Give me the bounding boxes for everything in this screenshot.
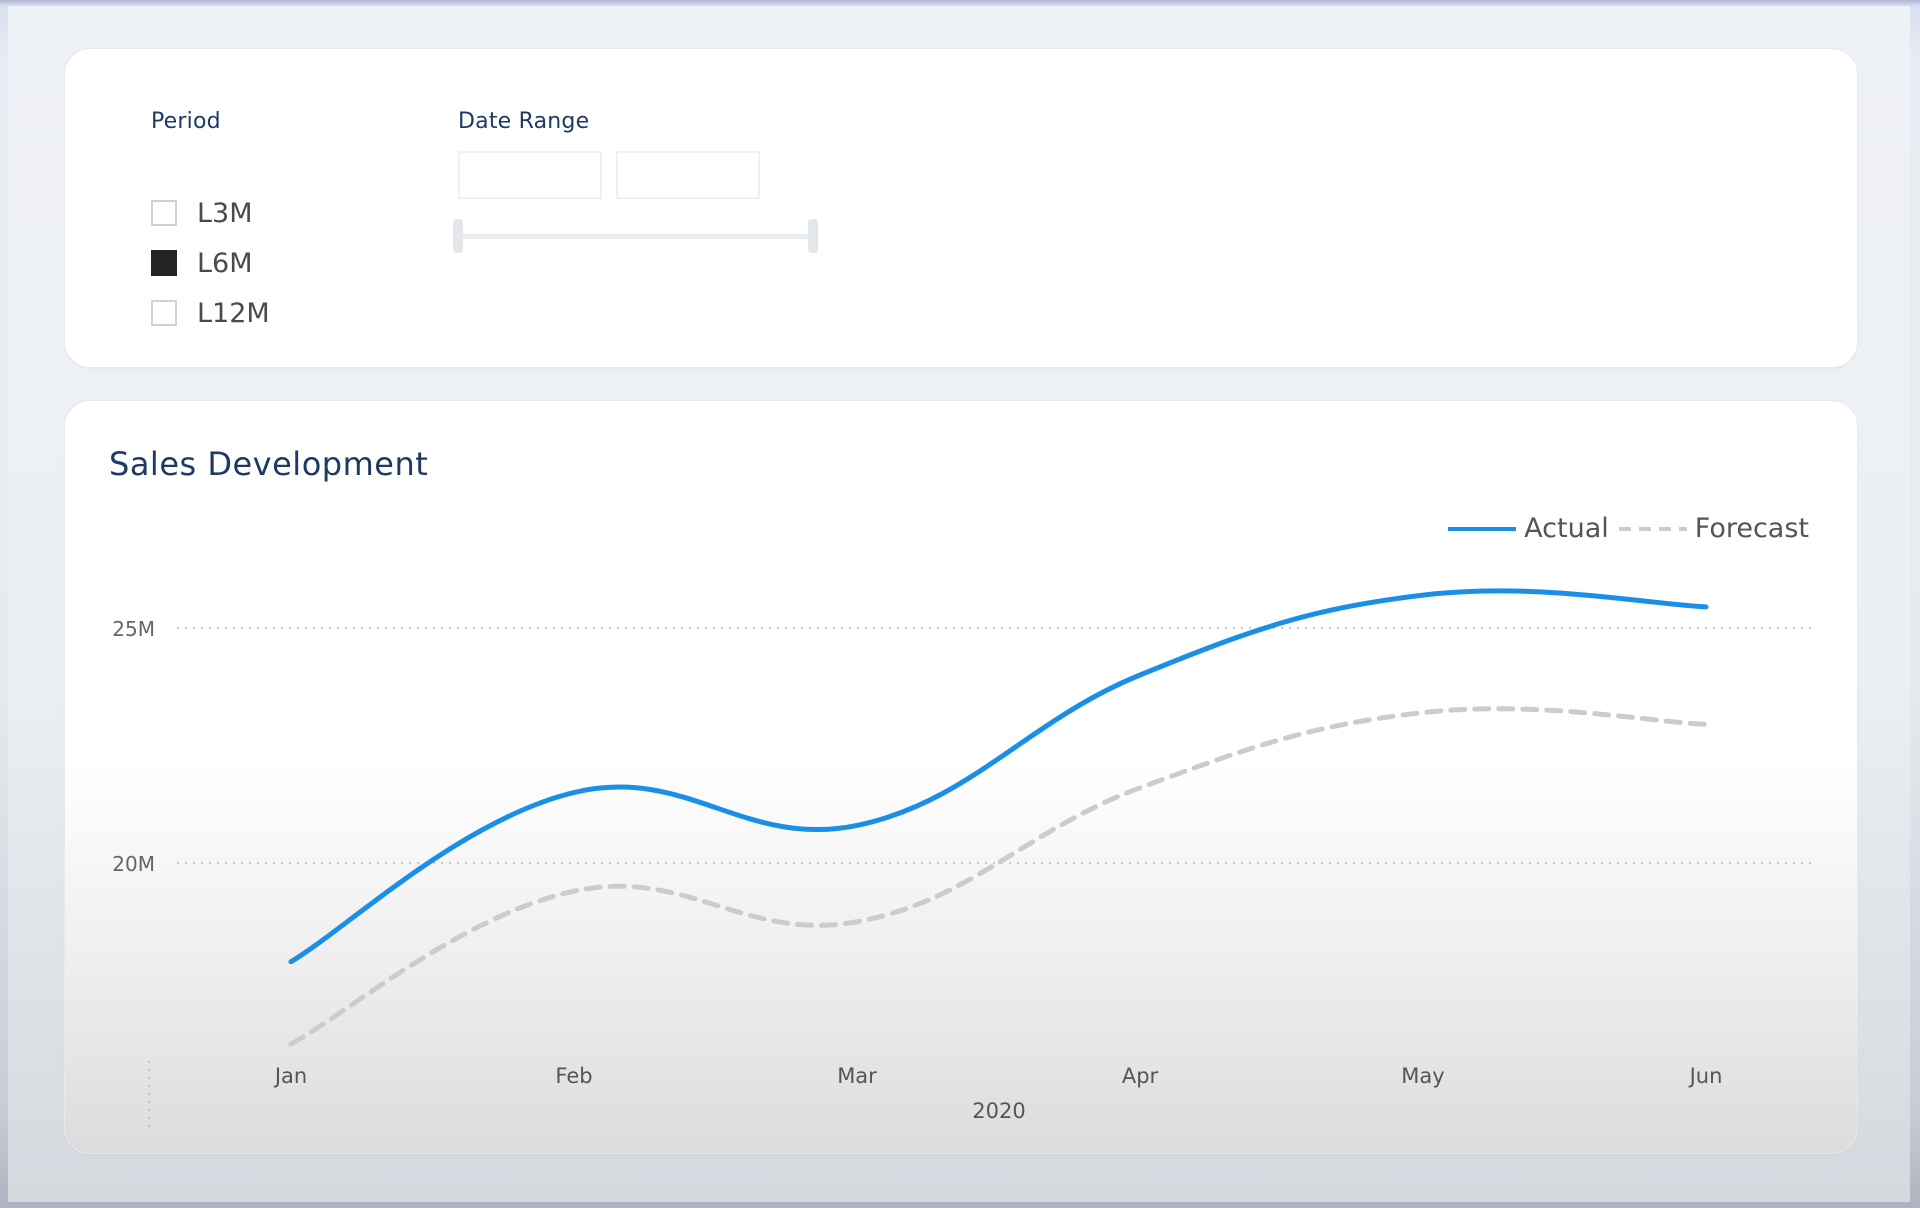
period-slicer-title: Period [151,109,221,134]
period-option-l12m[interactable]: L12M [151,296,270,330]
date-range-slicer-title: Date Range [458,109,590,134]
l6m-checkbox[interactable] [151,250,177,276]
x-tick-label-apr: Apr [1122,1064,1159,1088]
l12m-checkbox[interactable] [151,300,177,326]
y-tick-label: 25M [112,617,155,641]
chart-legend: Actual Forecast [1438,513,1809,544]
x-tick-label-jan: Jan [273,1064,307,1088]
period-option-label: L12M [197,297,270,329]
date-range-start-input[interactable] [458,151,602,199]
period-option-l3m[interactable]: L3M [151,196,253,230]
x-group-label: 2020 [972,1099,1025,1123]
line-chart: 20M 25M Jan Feb Mar Apr May Jun 2020 [112,588,1815,1133]
period-option-label: L3M [197,197,253,229]
date-range-slider-track[interactable] [458,234,818,239]
x-tick-label-jun: Jun [1688,1064,1723,1088]
y-tick-label: 20M [112,852,155,876]
legend-actual-swatch [1448,526,1517,531]
series-line-actual [288,588,1709,965]
legend-label-actual: Actual [1524,513,1609,544]
legend-forecast-swatch [1618,526,1687,531]
legend-label-forecast: Forecast [1694,513,1809,544]
l3m-checkbox[interactable] [151,200,177,226]
date-range-start-handle[interactable] [453,219,463,253]
x-tick-label-may: May [1401,1064,1444,1088]
series-line-forecast [288,706,1709,1047]
filter-panel: Period L3M L6M L12M Date Range [64,48,1858,368]
sales-development-chart-card: 20M 25M Jan Feb Mar Apr May Jun 2020 Sales Devel… [64,400,1858,1154]
legend-item-actual[interactable]: Actual [1448,513,1609,544]
legend-item-forecast[interactable]: Forecast [1618,513,1809,544]
x-tick-label-feb: Feb [555,1064,592,1088]
period-option-l6m[interactable]: L6M [151,246,253,280]
x-tick-label-mar: Mar [837,1064,877,1088]
period-option-label: L6M [197,247,253,279]
date-range-end-input[interactable] [616,151,760,199]
date-range-end-handle[interactable] [808,219,818,253]
chart-title: Sales Development [109,445,429,483]
